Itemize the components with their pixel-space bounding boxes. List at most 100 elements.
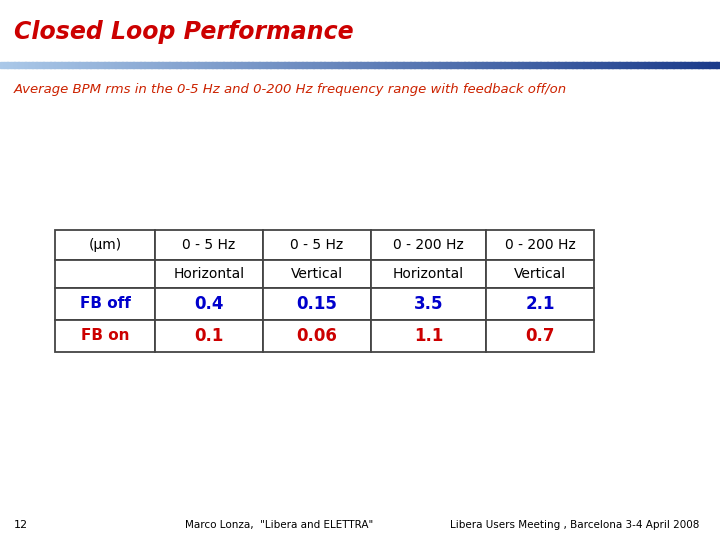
Bar xyxy=(400,62,404,68)
Bar xyxy=(652,62,656,68)
Bar xyxy=(605,62,609,68)
Bar xyxy=(515,62,519,68)
Bar xyxy=(119,62,123,68)
Bar xyxy=(637,62,642,68)
Bar xyxy=(220,62,224,68)
Bar xyxy=(677,62,681,68)
Bar xyxy=(382,62,386,68)
Bar xyxy=(601,62,606,68)
Bar xyxy=(144,62,148,68)
Bar xyxy=(40,62,44,68)
Bar xyxy=(468,62,472,68)
Bar xyxy=(641,62,645,68)
Bar xyxy=(565,62,570,68)
Bar xyxy=(526,62,530,68)
Bar xyxy=(457,62,462,68)
Bar xyxy=(281,62,285,68)
Bar xyxy=(55,260,155,288)
Bar xyxy=(706,62,710,68)
Bar xyxy=(666,62,670,68)
Bar xyxy=(259,62,264,68)
Bar xyxy=(691,62,696,68)
Bar xyxy=(698,62,703,68)
Bar xyxy=(490,62,494,68)
Text: Vertical: Vertical xyxy=(514,267,566,281)
Bar xyxy=(619,62,624,68)
Bar xyxy=(176,62,181,68)
Bar xyxy=(342,62,346,68)
Bar xyxy=(61,62,66,68)
Bar xyxy=(65,62,69,68)
Bar xyxy=(295,62,300,68)
Text: 0 - 200 Hz: 0 - 200 Hz xyxy=(505,238,575,252)
Bar xyxy=(421,62,426,68)
Bar xyxy=(464,62,469,68)
Bar xyxy=(536,62,541,68)
Bar xyxy=(454,62,458,68)
Bar xyxy=(238,62,242,68)
Text: 2.1: 2.1 xyxy=(526,295,554,313)
Bar xyxy=(212,62,217,68)
Bar xyxy=(263,288,371,320)
Bar xyxy=(18,62,22,68)
Bar xyxy=(346,62,350,68)
Text: Closed Loop Performance: Closed Loop Performance xyxy=(14,20,354,44)
Bar xyxy=(241,62,246,68)
Bar xyxy=(55,230,155,260)
Bar xyxy=(594,62,598,68)
Bar xyxy=(371,320,486,352)
Bar xyxy=(486,320,594,352)
Bar xyxy=(205,62,210,68)
Bar xyxy=(166,62,170,68)
Bar xyxy=(79,62,84,68)
Bar xyxy=(29,62,33,68)
Bar xyxy=(256,62,260,68)
Bar xyxy=(86,62,91,68)
Bar xyxy=(630,62,634,68)
Bar xyxy=(277,62,282,68)
Bar xyxy=(547,62,552,68)
Bar xyxy=(234,62,238,68)
Bar xyxy=(418,62,422,68)
Bar xyxy=(140,62,145,68)
Bar xyxy=(173,62,177,68)
Bar xyxy=(313,62,318,68)
Bar xyxy=(410,62,415,68)
Text: Average BPM rms in the 0-5 Hz and 0-200 Hz frequency range with feedback off/on: Average BPM rms in the 0-5 Hz and 0-200 … xyxy=(14,84,567,97)
Bar xyxy=(252,62,256,68)
Bar xyxy=(356,62,361,68)
Bar xyxy=(508,62,512,68)
Bar xyxy=(151,62,156,68)
Bar xyxy=(227,62,231,68)
Bar xyxy=(94,62,98,68)
Bar xyxy=(598,62,602,68)
Bar xyxy=(662,62,667,68)
Bar xyxy=(659,62,663,68)
Bar xyxy=(371,230,486,260)
Bar xyxy=(115,62,120,68)
Bar xyxy=(180,62,184,68)
Bar xyxy=(122,62,127,68)
Text: 0.7: 0.7 xyxy=(526,327,554,345)
Bar xyxy=(493,62,498,68)
Bar xyxy=(0,0,720,62)
Bar xyxy=(378,62,382,68)
Text: 0 - 5 Hz: 0 - 5 Hz xyxy=(290,238,343,252)
Bar xyxy=(202,62,206,68)
Bar xyxy=(655,62,660,68)
Bar xyxy=(374,62,379,68)
Text: FB off: FB off xyxy=(80,296,130,312)
Bar xyxy=(684,62,688,68)
Bar xyxy=(68,62,73,68)
Bar xyxy=(709,62,714,68)
Bar xyxy=(569,62,573,68)
Bar xyxy=(396,62,400,68)
Bar xyxy=(673,62,678,68)
Bar xyxy=(198,62,202,68)
Bar xyxy=(162,62,166,68)
Bar xyxy=(472,62,476,68)
Bar xyxy=(14,62,19,68)
Bar xyxy=(32,62,37,68)
Bar xyxy=(443,62,447,68)
Bar xyxy=(389,62,393,68)
